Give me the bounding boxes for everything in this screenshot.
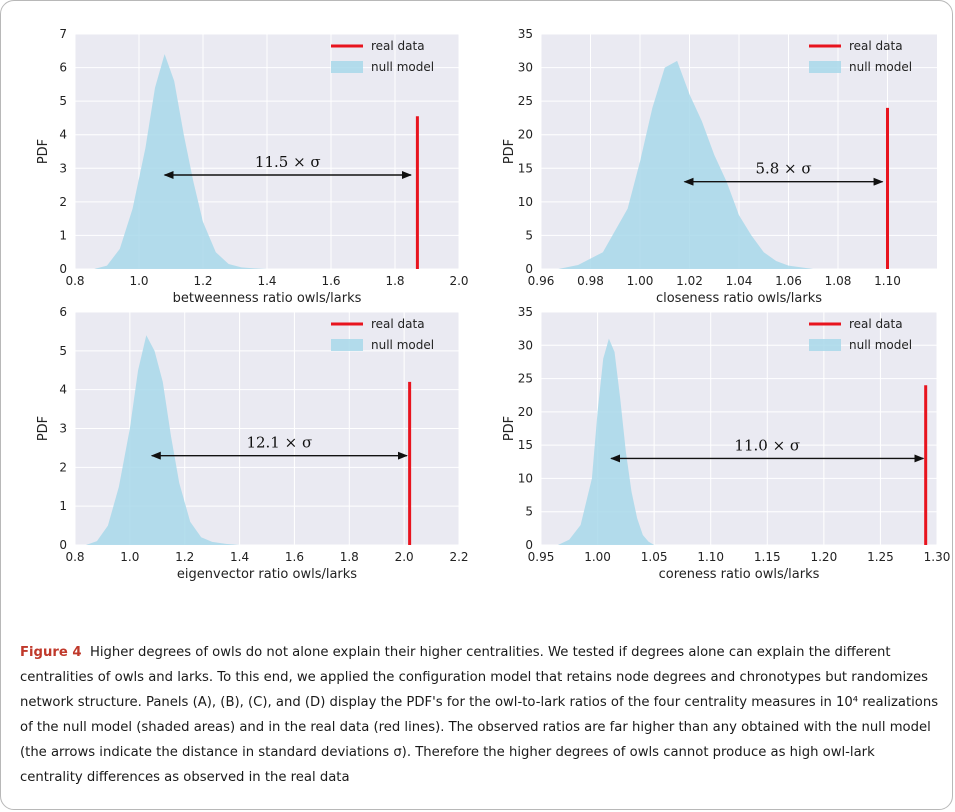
- x-tick-label: 1.6: [285, 550, 304, 564]
- y-axis-label: PDF: [502, 416, 517, 441]
- y-tick-label: 3: [59, 422, 67, 436]
- legend-real-label: real data: [849, 317, 903, 331]
- y-tick-label: 20: [518, 128, 533, 142]
- x-tick-label: 0.98: [577, 274, 604, 288]
- y-tick-label: 1: [59, 228, 67, 242]
- x-axis-label: betweenness ratio owls/larks: [173, 291, 362, 306]
- x-tick-label: 2.0: [395, 550, 414, 564]
- y-axis-label: PDF: [502, 139, 517, 164]
- y-axis-label: PDF: [36, 416, 51, 441]
- figure-label: Figure 4: [20, 645, 82, 660]
- chart-panel-4: 0.95 1.00 1.05 1.10 1.15 1.20 1.25 1.30 0 5 10 15 20…: [502, 305, 950, 582]
- x-tick-label: 0.8: [65, 274, 84, 288]
- legend-null-swatch: [331, 339, 363, 351]
- figure-caption: Figure 4 Higher degrees of owls do not a…: [20, 640, 940, 790]
- x-tick-label: 1.8: [385, 274, 404, 288]
- x-tick-label: 1.25: [867, 550, 894, 564]
- y-tick-label: 0: [59, 538, 67, 552]
- y-tick-label: 10: [518, 471, 533, 485]
- x-tick-label: 2.0: [449, 274, 468, 288]
- x-tick-label: 2.2: [449, 550, 468, 564]
- y-tick-label: 25: [518, 372, 533, 386]
- y-tick-label: 30: [518, 338, 533, 352]
- legend-null-swatch: [809, 61, 841, 73]
- x-tick-label: 1.05: [641, 550, 668, 564]
- y-tick-label: 5: [59, 344, 67, 358]
- legend-real-label: real data: [371, 317, 425, 331]
- y-tick-label: 0: [59, 262, 67, 276]
- y-tick-label: 7: [59, 27, 67, 41]
- x-axis-label: eigenvector ratio owls/larks: [177, 567, 357, 582]
- sigma-distance-label: 11.0 × σ: [734, 436, 800, 454]
- x-tick-label: 0.96: [528, 274, 555, 288]
- y-tick-label: 6: [59, 61, 67, 75]
- x-tick-label: 1.30: [924, 550, 951, 564]
- y-tick-label: 3: [59, 161, 67, 175]
- x-tick-label: 1.06: [775, 274, 802, 288]
- sigma-distance-label: 5.8 × σ: [755, 160, 811, 178]
- x-tick-label: 1.00: [584, 550, 611, 564]
- y-tick-label: 1: [59, 499, 67, 513]
- x-tick-label: 1.15: [754, 550, 781, 564]
- y-tick-label: 15: [518, 438, 533, 452]
- x-tick-label: 1.2: [175, 550, 194, 564]
- x-tick-label: 0.8: [65, 550, 84, 564]
- x-tick-label: 1.04: [726, 274, 753, 288]
- chart-panel-3: 0.8 1.0 1.2 1.4 1.6 1.8 2.0 2.2 0 1 2 3 4 5 6 eigenvect…: [36, 305, 469, 582]
- y-tick-label: 4: [59, 383, 67, 397]
- x-axis-label: closeness ratio owls/larks: [656, 291, 822, 306]
- null-model-area: [85, 335, 240, 545]
- caption-text: Higher degrees of owls do not alone expl…: [20, 645, 939, 785]
- null-model-area: [94, 54, 267, 270]
- legend-real-label: real data: [849, 39, 903, 53]
- null-model-area: [558, 60, 814, 269]
- y-axis-label: PDF: [36, 139, 51, 164]
- x-tick-label: 1.02: [676, 274, 703, 288]
- x-tick-label: 1.00: [627, 274, 654, 288]
- null-model-area: [557, 338, 655, 545]
- sigma-distance-label: 11.5 × σ: [255, 153, 321, 171]
- y-tick-label: 5: [525, 228, 533, 242]
- y-tick-label: 35: [518, 305, 533, 319]
- x-tick-label: 1.8: [340, 550, 359, 564]
- legend-null-label: null model: [849, 338, 912, 352]
- x-tick-label: 0.95: [528, 550, 555, 564]
- y-tick-label: 15: [518, 161, 533, 175]
- legend-null-label: null model: [371, 60, 434, 74]
- y-tick-label: 2: [59, 195, 67, 209]
- y-tick-label: 2: [59, 460, 67, 474]
- figure-panels: 0.8 1.0 1.2 1.4 1.6 1.8 2.0 0 1 2 3 4 5 6 7 betweenness…: [36, 27, 950, 582]
- legend-null-label: null model: [849, 60, 912, 74]
- x-tick-label: 1.6: [321, 274, 340, 288]
- x-tick-label: 1.4: [230, 550, 249, 564]
- y-tick-label: 30: [518, 61, 533, 75]
- legend-null-swatch: [331, 61, 363, 73]
- y-tick-label: 5: [525, 505, 533, 519]
- y-tick-label: 5: [59, 94, 67, 108]
- x-tick-label: 1.0: [129, 274, 148, 288]
- y-tick-label: 25: [518, 94, 533, 108]
- x-tick-label: 1.08: [825, 274, 852, 288]
- y-tick-label: 0: [525, 538, 533, 552]
- chart-panel-1: 0.8 1.0 1.2 1.4 1.6 1.8 2.0 0 1 2 3 4 5 6 7 betweenness…: [36, 27, 469, 306]
- x-tick-label: 1.0: [120, 550, 139, 564]
- y-tick-label: 4: [59, 128, 67, 142]
- x-tick-label: 1.4: [257, 274, 276, 288]
- x-tick-label: 1.2: [193, 274, 212, 288]
- legend-null-label: null model: [371, 338, 434, 352]
- x-axis-label: coreness ratio owls/larks: [659, 567, 820, 582]
- legend-real-label: real data: [371, 39, 425, 53]
- y-tick-label: 0: [525, 262, 533, 276]
- legend-null-swatch: [809, 339, 841, 351]
- y-tick-label: 35: [518, 27, 533, 41]
- sigma-distance-label: 12.1 × σ: [246, 434, 312, 452]
- x-tick-label: 1.20: [810, 550, 837, 564]
- x-tick-label: 1.10: [874, 274, 901, 288]
- y-tick-label: 20: [518, 405, 533, 419]
- y-tick-label: 6: [59, 305, 67, 319]
- y-tick-label: 10: [518, 195, 533, 209]
- x-tick-label: 1.10: [697, 550, 724, 564]
- chart-panel-2: 0.96 0.98 1.00 1.02 1.04 1.06 1.08 1.10 0 5 10 15 20…: [502, 27, 937, 306]
